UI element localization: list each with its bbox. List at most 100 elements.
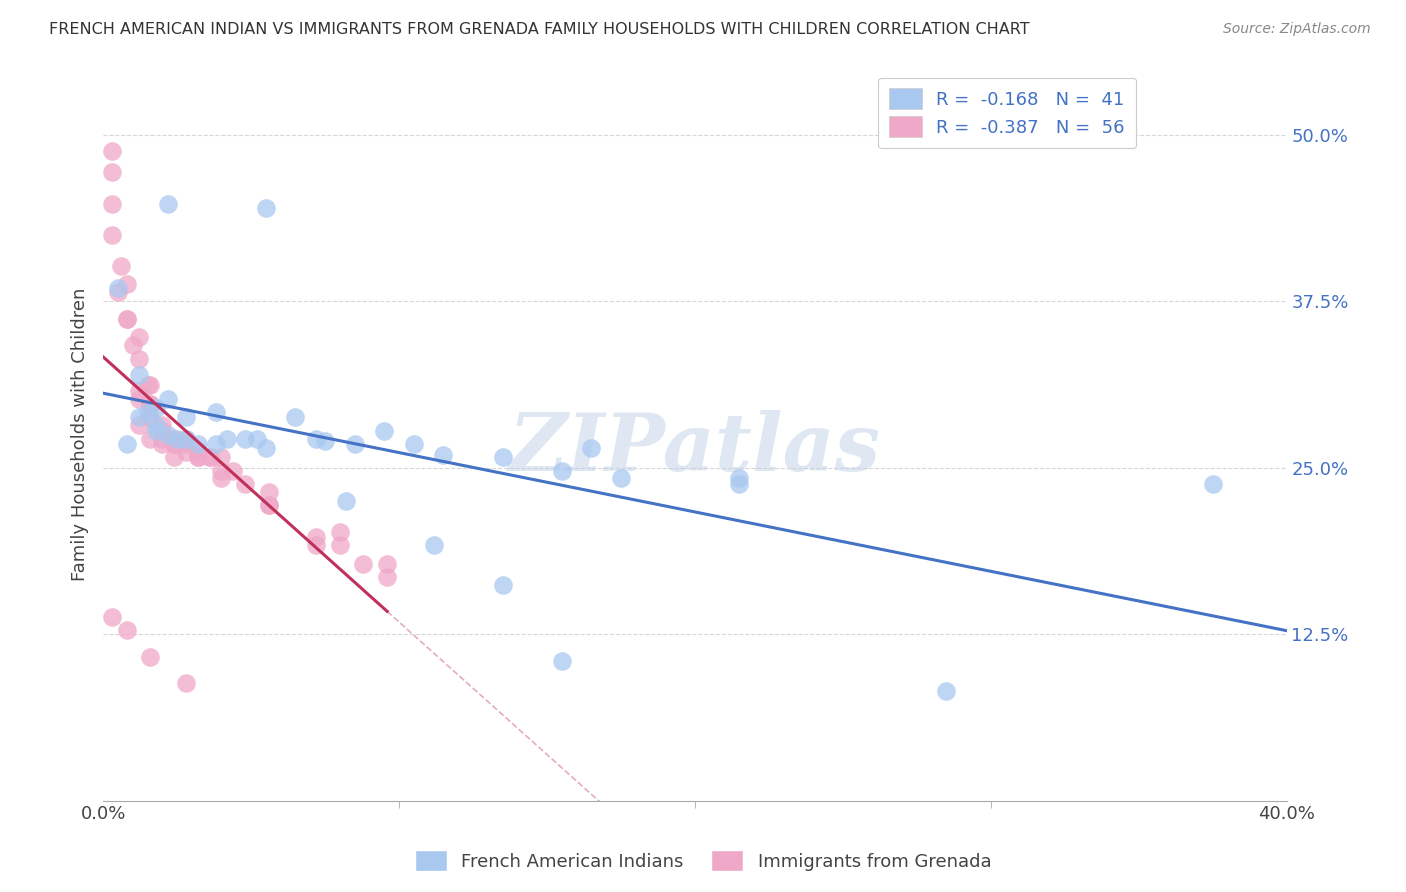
Point — [115, 624, 138, 638]
Point — [728, 471, 751, 485]
Point — [491, 578, 513, 592]
Point — [139, 378, 162, 392]
Point — [139, 649, 162, 664]
Point — [150, 432, 173, 446]
Point — [163, 437, 186, 451]
Point — [163, 432, 186, 446]
Point — [305, 538, 328, 552]
Point — [254, 202, 277, 216]
Point — [174, 437, 197, 451]
Point — [353, 557, 375, 571]
Point — [145, 401, 167, 415]
Point — [305, 432, 328, 446]
Point — [204, 405, 226, 419]
Point — [373, 424, 395, 438]
Point — [101, 197, 124, 211]
Point — [581, 441, 603, 455]
Point — [157, 427, 180, 442]
Point — [217, 432, 239, 446]
Point — [329, 524, 352, 539]
Point — [139, 410, 162, 425]
Point — [187, 450, 209, 465]
Point — [110, 259, 132, 273]
Point — [335, 494, 357, 508]
Point — [174, 432, 197, 446]
Point — [305, 530, 328, 544]
Point — [257, 498, 280, 512]
Point — [128, 418, 150, 433]
Point — [107, 281, 129, 295]
Point — [187, 445, 209, 459]
Point — [402, 437, 425, 451]
Point — [491, 450, 513, 465]
Point — [257, 498, 280, 512]
Point — [107, 285, 129, 300]
Point — [1201, 476, 1223, 491]
Point — [610, 471, 633, 485]
Point — [935, 684, 957, 698]
Point — [211, 471, 233, 485]
Text: Source: ZipAtlas.com: Source: ZipAtlas.com — [1223, 22, 1371, 37]
Point — [115, 311, 138, 326]
Point — [128, 330, 150, 344]
Point — [432, 448, 454, 462]
Point — [139, 432, 162, 446]
Point — [128, 351, 150, 366]
Point — [115, 437, 138, 451]
Text: ZIPatlas: ZIPatlas — [509, 410, 882, 488]
Point — [115, 277, 138, 292]
Point — [128, 410, 150, 425]
Point — [101, 165, 124, 179]
Legend: French American Indians, Immigrants from Grenada: French American Indians, Immigrants from… — [408, 843, 998, 879]
Point — [375, 570, 398, 584]
Point — [233, 476, 256, 491]
Point — [551, 463, 574, 477]
Point — [204, 437, 226, 451]
Point — [139, 397, 162, 411]
Point — [136, 405, 159, 419]
Point — [246, 432, 269, 446]
Point — [101, 144, 124, 158]
Point — [128, 368, 150, 382]
Point — [233, 432, 256, 446]
Point — [174, 676, 197, 690]
Point — [284, 410, 307, 425]
Point — [222, 463, 245, 477]
Point — [254, 441, 277, 455]
Point — [139, 397, 162, 411]
Point — [128, 384, 150, 398]
Point — [174, 410, 197, 425]
Point — [150, 418, 173, 433]
Legend: R =  -0.168   N =  41, R =  -0.387   N =  56: R = -0.168 N = 41, R = -0.387 N = 56 — [879, 78, 1136, 148]
Point — [163, 450, 186, 465]
Point — [128, 392, 150, 406]
Point — [343, 437, 366, 451]
Point — [375, 557, 398, 571]
Point — [187, 450, 209, 465]
Point — [136, 378, 159, 392]
Point — [211, 463, 233, 477]
Point — [174, 432, 197, 446]
Point — [329, 538, 352, 552]
Text: FRENCH AMERICAN INDIAN VS IMMIGRANTS FROM GRENADA FAMILY HOUSEHOLDS WITH CHILDRE: FRENCH AMERICAN INDIAN VS IMMIGRANTS FRO… — [49, 22, 1029, 37]
Point — [187, 437, 209, 451]
Y-axis label: Family Households with Children: Family Households with Children — [72, 288, 89, 582]
Point — [101, 227, 124, 242]
Point — [198, 450, 221, 465]
Point — [174, 445, 197, 459]
Point — [115, 311, 138, 326]
Point — [150, 437, 173, 451]
Point — [551, 654, 574, 668]
Point — [314, 434, 336, 449]
Point — [257, 484, 280, 499]
Point — [211, 450, 233, 465]
Point — [198, 450, 221, 465]
Point — [145, 424, 167, 438]
Point — [728, 476, 751, 491]
Point — [157, 392, 180, 406]
Point — [166, 432, 188, 446]
Point — [157, 197, 180, 211]
Point — [101, 610, 124, 624]
Point — [145, 418, 167, 433]
Point — [121, 338, 143, 352]
